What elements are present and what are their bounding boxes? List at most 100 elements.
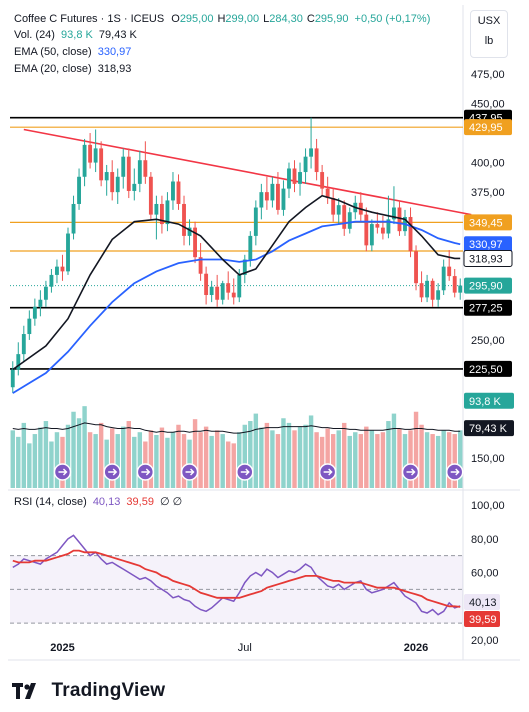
volume-label: Vol. (24) <box>14 29 55 41</box>
volume-bar <box>402 434 408 488</box>
rsi-value: 40,13 <box>92 496 121 508</box>
candle-body <box>204 273 209 296</box>
volume-bar <box>253 413 259 488</box>
volume-bar <box>198 432 203 488</box>
volume-bar <box>347 435 352 488</box>
symbol-title: Coffee C Futures · 1S · ICEUS <box>14 13 165 25</box>
candle-body <box>16 354 21 370</box>
volume-bar <box>358 434 364 488</box>
volume-bar <box>82 406 87 488</box>
candle-body <box>71 203 76 234</box>
candle-body <box>99 148 104 181</box>
rsi-tick-label: 100,00 <box>471 500 505 512</box>
volume-bar <box>413 411 419 488</box>
volume-bar <box>126 421 131 488</box>
candle-body <box>425 280 430 298</box>
volume-bar <box>275 434 281 488</box>
volume-bar <box>375 434 380 488</box>
candle-body <box>55 266 59 275</box>
volume-bar <box>154 434 159 488</box>
volume-bar <box>121 426 126 488</box>
candle-body <box>49 274 54 287</box>
price-tick-label: 250,00 <box>471 335 505 347</box>
ema20-legend[interactable]: EMA (20, close) 318,93 <box>14 62 131 76</box>
candle-body <box>148 176 153 215</box>
candle-body <box>154 203 159 215</box>
level-tag <box>464 360 512 377</box>
volume-bar <box>192 419 198 488</box>
change-value: +0,50 (+0,17%) <box>354 13 431 25</box>
candle-body <box>198 257 203 274</box>
candle-body <box>66 233 70 272</box>
candle-body <box>392 207 396 220</box>
ema50-line <box>12 220 461 394</box>
event-arrow-icon <box>240 468 250 476</box>
candle-body <box>408 216 413 252</box>
volume-bar <box>104 439 109 488</box>
candle-body <box>82 144 87 177</box>
candle-body <box>215 286 220 300</box>
volume-bar <box>115 434 120 488</box>
price-tag <box>463 249 513 267</box>
volume-bar <box>330 434 336 488</box>
volume-bar <box>159 427 165 488</box>
ema20-label: EMA (20, close) <box>14 63 92 75</box>
candle-body <box>430 280 435 300</box>
volume-bar <box>54 432 60 488</box>
candle-body <box>331 198 336 215</box>
volume-tag <box>464 392 514 409</box>
candle-body <box>220 283 225 300</box>
candle-body <box>110 172 115 193</box>
candle-body <box>38 299 43 307</box>
volume-bar <box>441 430 446 488</box>
rsi-label: RSI (14, close) <box>14 496 87 508</box>
candle-body <box>447 266 452 277</box>
brand-name: TradingView <box>51 680 166 701</box>
volume-bar <box>176 424 181 488</box>
ohlc-c: C295,90 <box>306 13 349 25</box>
candle-body <box>397 207 402 232</box>
volume-bar <box>264 422 270 488</box>
candle-body <box>253 207 258 236</box>
volume-bar <box>76 418 82 488</box>
candle-body <box>77 176 81 204</box>
symbol-legend[interactable]: Coffee C Futures · 1S · ICEUS O295,00 H29… <box>14 12 430 26</box>
candle-body <box>27 318 32 335</box>
volume-bar <box>209 435 214 488</box>
ema50-legend[interactable]: EMA (50, close) 330,97 <box>14 45 131 59</box>
price-tick-label: 400,00 <box>471 158 505 170</box>
candle-body <box>441 266 446 291</box>
currency-unit: lb <box>484 35 494 47</box>
volume-bar <box>364 426 369 488</box>
volume-bar <box>353 432 358 488</box>
volume-bar <box>369 430 375 488</box>
volume-bar <box>281 418 286 488</box>
volume-bar <box>386 421 391 488</box>
rsi-legend[interactable]: RSI (14, close) 40,13 39,59 ∅ ∅ <box>14 495 182 509</box>
volume-bar <box>391 413 397 488</box>
candle-body <box>375 224 380 228</box>
volume-bar <box>259 427 264 488</box>
volume-bar <box>336 430 341 488</box>
candle-body <box>237 274 242 298</box>
volume-bar <box>286 422 292 488</box>
candle-body <box>414 251 418 284</box>
volume-bar <box>43 421 49 488</box>
time-tick-label: 2026 <box>404 642 428 654</box>
candle-body <box>259 192 264 208</box>
candle-body <box>369 224 374 246</box>
currency-selector[interactable]: USX lb <box>470 10 508 58</box>
candle-body <box>182 203 186 236</box>
candle-body <box>275 183 280 210</box>
candle-body <box>436 290 441 300</box>
volume-bar <box>435 435 441 488</box>
tradingview-logo[interactable]: TradingView <box>12 680 165 705</box>
rsi-extra-values: ∅ ∅ <box>160 496 183 508</box>
price-tick-label: 450,00 <box>471 98 505 110</box>
candle-body <box>380 227 385 234</box>
ema20-line <box>12 194 461 371</box>
volume-tag-label: 93,8 K <box>469 396 501 408</box>
volume-legend[interactable]: Vol. (24) 93,8 K 79,43 K <box>14 28 137 42</box>
